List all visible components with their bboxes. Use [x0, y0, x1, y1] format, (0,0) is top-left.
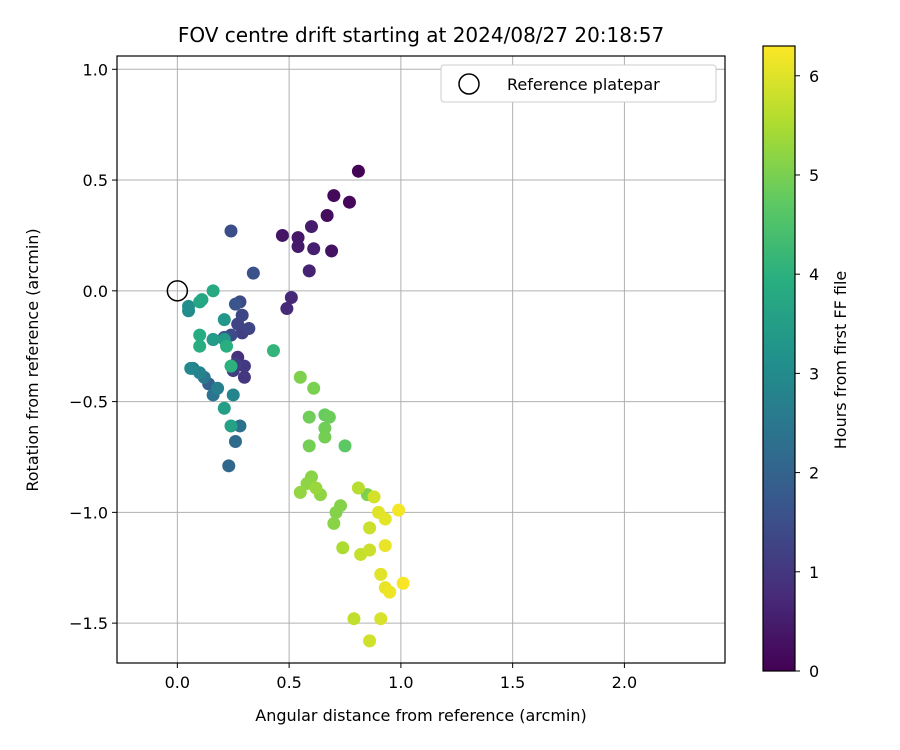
- colorbar-tick-label: 6: [809, 67, 819, 86]
- colorbar-bar: [762, 45, 796, 672]
- data-point: [378, 512, 392, 526]
- data-point: [307, 242, 321, 256]
- data-point: [363, 521, 377, 535]
- data-point: [392, 503, 406, 517]
- data-point: [242, 321, 256, 335]
- data-point: [266, 344, 280, 358]
- y-grid: [117, 68, 725, 624]
- data-point: [280, 302, 294, 316]
- x-tick-label: 0.5: [276, 673, 301, 692]
- data-point: [327, 189, 341, 203]
- data-point: [224, 419, 238, 433]
- data-point: [378, 539, 392, 553]
- data-point: [220, 339, 234, 353]
- data-point: [342, 195, 356, 209]
- reference-platepar-marker: [166, 280, 189, 302]
- x-tick-label: 2.0: [612, 673, 637, 692]
- data-point: [374, 567, 388, 581]
- data-point: [302, 439, 316, 453]
- x-tick-label: 1.5: [500, 673, 525, 692]
- data-point: [363, 634, 377, 648]
- data-point: [320, 209, 334, 223]
- data-point: [318, 430, 332, 444]
- y-axis-label: Rotation from reference (arcmin): [23, 228, 42, 491]
- data-point: [193, 328, 207, 342]
- data-point: [284, 290, 298, 304]
- colorbar-tick-label: 0: [809, 662, 819, 681]
- data-point: [291, 240, 305, 254]
- data-point: [206, 284, 220, 298]
- data-point: [307, 381, 321, 395]
- colorbar-tick-label: 3: [809, 364, 819, 383]
- data-point: [224, 224, 238, 238]
- legend-marker-icon: [458, 73, 480, 95]
- data-point: [182, 299, 196, 313]
- data-point: [327, 516, 341, 530]
- y-tick-label: 0.5: [83, 171, 108, 190]
- y-ticks: 0.5 0.0 −0.5 −1.0 −1.5 1.0: [69, 60, 117, 633]
- y-tick-label: −0.5: [69, 393, 108, 412]
- colorbar-tick-label: 4: [809, 265, 819, 284]
- data-point: [304, 220, 318, 234]
- data-point: [322, 410, 336, 424]
- data-point: [222, 459, 236, 473]
- x-ticks: 0.0 0.5 1.0 1.5 2.0: [165, 663, 637, 692]
- data-point: [233, 419, 247, 433]
- x-tick-label: 1.0: [388, 673, 413, 692]
- data-point: [329, 505, 343, 519]
- y-tick-label: −1.0: [69, 503, 108, 522]
- data-point: [293, 485, 307, 499]
- y-tick-label: −1.5: [69, 614, 108, 633]
- data-point: [228, 434, 242, 448]
- data-point: [195, 293, 209, 307]
- data-point: [275, 228, 289, 242]
- x-tick-label: 0.0: [165, 673, 190, 692]
- data-point: [217, 401, 231, 415]
- data-point: [325, 244, 339, 258]
- colorbar: 0 1 2 3 4 5 6 Hours from first FF file: [762, 45, 850, 681]
- colorbar-tick-label: 5: [809, 166, 819, 185]
- colorbar-label: Hours from first FF file: [831, 271, 850, 450]
- data-point: [383, 585, 397, 599]
- data-point: [193, 339, 207, 353]
- x-axis-label: Angular distance from reference (arcmin): [255, 706, 586, 725]
- data-point: [211, 381, 225, 395]
- data-point: [228, 297, 242, 311]
- data-point: [336, 541, 350, 555]
- colorbar-ticks: 0 1 2 3 4 5 6: [795, 67, 819, 681]
- x-grid: [176, 56, 625, 663]
- data-point: [363, 543, 377, 557]
- data-points: [182, 164, 410, 648]
- data-point: [367, 490, 381, 504]
- data-point: [235, 308, 249, 322]
- data-point: [374, 612, 388, 626]
- data-point: [184, 361, 198, 375]
- data-point: [338, 439, 352, 453]
- plot-frame: [116, 55, 726, 664]
- data-point: [246, 266, 260, 280]
- data-point: [351, 164, 365, 178]
- data-point: [302, 264, 316, 278]
- data-point: [293, 370, 307, 384]
- data-point: [217, 313, 231, 327]
- y-tick-label: 0.0: [83, 282, 108, 301]
- colorbar-tick-label: 1: [809, 563, 819, 582]
- data-point: [309, 481, 323, 495]
- data-point: [224, 359, 238, 373]
- data-point: [206, 333, 220, 347]
- data-point: [351, 481, 365, 495]
- legend-label: Reference platepar: [507, 75, 660, 94]
- data-point: [302, 410, 316, 424]
- data-point: [347, 612, 361, 626]
- chart-title: FOV centre drift starting at 2024/08/27 …: [178, 23, 664, 47]
- data-point: [237, 370, 251, 384]
- legend-box: [440, 64, 717, 103]
- legend: Reference platepar: [440, 64, 717, 103]
- data-point: [396, 576, 410, 590]
- colorbar-tick-label: 2: [809, 464, 819, 483]
- y-tick-label: 1.0: [83, 60, 108, 79]
- data-point: [226, 388, 240, 402]
